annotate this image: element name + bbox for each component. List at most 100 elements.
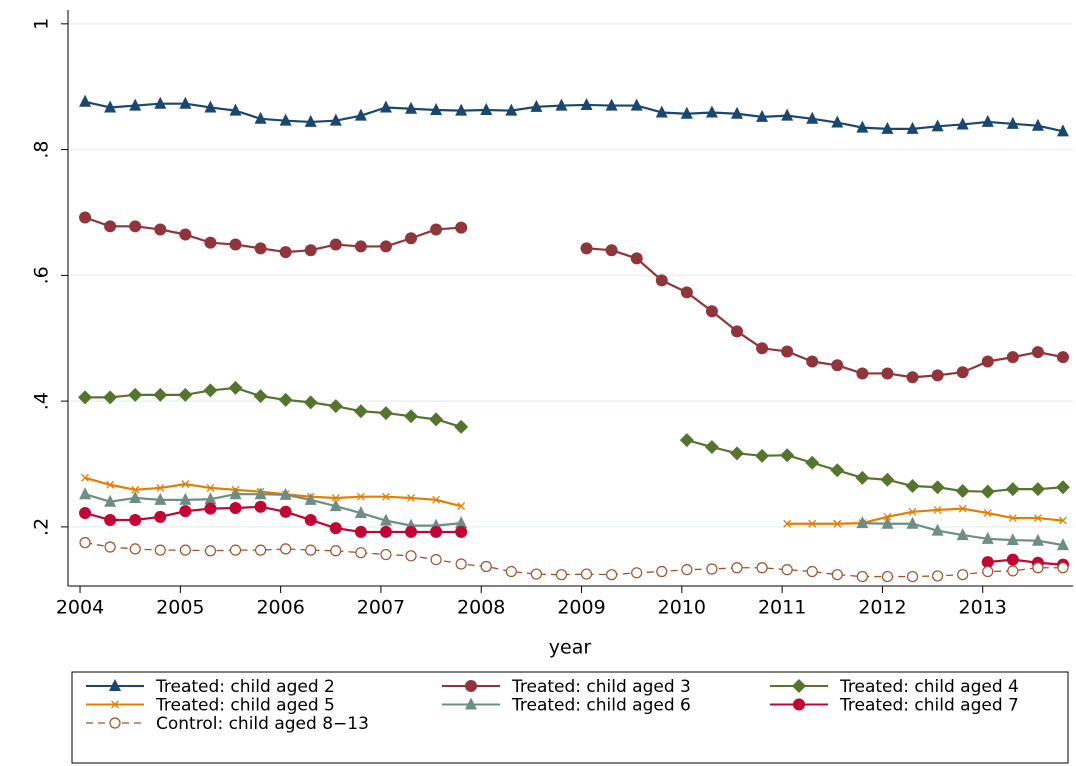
marker — [354, 108, 367, 121]
marker — [206, 483, 215, 492]
marker — [933, 505, 942, 514]
marker — [455, 221, 468, 234]
marker — [906, 516, 919, 529]
x-tick-label: 2007 — [357, 597, 405, 619]
marker — [981, 114, 994, 127]
marker — [480, 560, 492, 573]
x-tick-label: 2009 — [557, 597, 605, 619]
marker — [1006, 351, 1019, 364]
marker — [328, 399, 343, 414]
x-tick-label: 2004 — [56, 597, 104, 619]
marker — [329, 522, 342, 535]
marker — [455, 516, 468, 529]
marker — [1030, 482, 1045, 497]
marker — [279, 113, 292, 126]
marker — [355, 547, 367, 559]
marker — [706, 563, 718, 575]
marker — [881, 367, 894, 380]
marker — [329, 113, 342, 126]
marker — [555, 569, 568, 581]
legend-item: Treated: child aged 4 — [770, 677, 1019, 697]
marker — [380, 548, 392, 561]
marker — [605, 98, 618, 111]
legend-item: Treated: child aged 5 — [86, 696, 335, 716]
marker — [279, 487, 292, 500]
marker — [154, 223, 167, 236]
marker — [806, 565, 818, 578]
marker — [109, 679, 121, 691]
marker — [731, 562, 743, 574]
marker — [229, 502, 242, 515]
marker — [530, 99, 543, 112]
x-tick-label: 2011 — [758, 597, 806, 619]
marker — [430, 553, 442, 566]
marker — [455, 558, 467, 570]
series-line — [84, 505, 1064, 566]
marker — [905, 479, 920, 494]
marker — [455, 103, 468, 116]
marker — [781, 345, 794, 358]
marker — [354, 240, 367, 253]
marker — [179, 96, 192, 109]
marker — [956, 528, 969, 541]
marker — [630, 252, 643, 265]
marker — [1055, 480, 1070, 495]
marker — [81, 473, 90, 482]
marker — [793, 698, 805, 711]
legend-item: Treated: child aged 7 — [770, 696, 1019, 716]
marker — [79, 211, 92, 224]
marker — [229, 238, 242, 251]
legend-item: Control: child aged 8−13 — [86, 714, 369, 734]
marker — [154, 510, 167, 523]
marker — [1056, 124, 1069, 137]
legend-item: Treated: child aged 2 — [86, 677, 335, 697]
marker — [1005, 482, 1020, 497]
series-line — [84, 100, 1064, 133]
marker — [179, 228, 192, 241]
marker — [454, 419, 469, 434]
marker — [606, 569, 618, 581]
marker — [329, 238, 342, 251]
marker — [680, 286, 693, 299]
marker — [129, 490, 142, 503]
marker — [78, 390, 93, 405]
marker — [455, 525, 468, 538]
marker — [405, 550, 417, 562]
marker — [331, 494, 340, 502]
marker — [756, 109, 769, 122]
marker — [129, 220, 142, 233]
marker — [430, 223, 443, 236]
x-tick-label: 2012 — [858, 597, 906, 619]
marker — [908, 507, 917, 516]
marker — [505, 103, 518, 116]
marker — [956, 366, 969, 379]
legend-label: Treated: child aged 3 — [511, 677, 691, 697]
marker — [305, 544, 317, 556]
marker — [379, 525, 392, 538]
marker — [1056, 351, 1069, 364]
legend-label: Treated: child aged 5 — [155, 696, 335, 716]
marker — [204, 502, 217, 515]
marker — [806, 111, 819, 124]
marker — [429, 412, 444, 427]
marker — [179, 544, 191, 556]
marker — [656, 565, 668, 578]
marker — [1057, 562, 1069, 574]
marker — [781, 564, 793, 576]
marker — [833, 519, 842, 528]
marker — [381, 492, 390, 501]
marker — [855, 470, 870, 485]
marker — [106, 480, 115, 489]
marker — [254, 544, 267, 556]
marker — [379, 100, 392, 113]
marker — [128, 387, 143, 402]
marker — [756, 562, 768, 574]
y-tick-label: .4 — [31, 392, 53, 410]
marker — [203, 383, 218, 398]
marker — [228, 380, 243, 395]
marker — [404, 409, 419, 424]
marker — [783, 519, 792, 528]
marker — [505, 565, 517, 578]
marker — [1059, 516, 1067, 525]
legend-label: Treated: child aged 6 — [511, 696, 691, 716]
